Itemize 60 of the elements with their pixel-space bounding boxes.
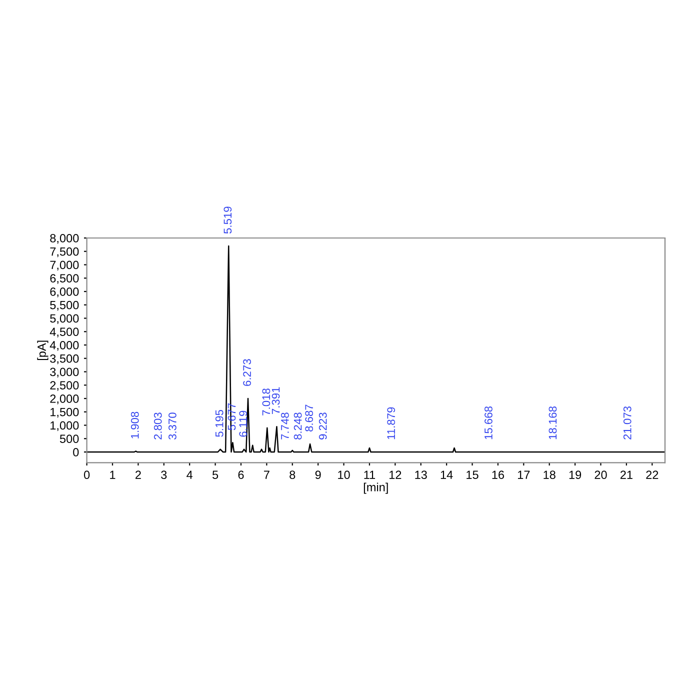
annotation: 11.879 (387, 407, 396, 440)
annotation: 7.391 (272, 387, 280, 414)
annotation: 5.195 (215, 410, 224, 437)
y-tick-label: 0 (73, 448, 79, 456)
y-tick-label: 6,500 (50, 274, 79, 284)
x-tick-label: 3 (161, 470, 167, 480)
y-tick-label: 3,000 (50, 368, 79, 378)
y-tick-label: 3,500 (50, 354, 79, 364)
y-tick-label: 7,000 (50, 260, 79, 271)
x-tick-label: 9 (315, 470, 321, 480)
y-tick-label: 4,000 (50, 341, 79, 351)
x-tick-label: 18 (544, 470, 556, 480)
x-tick-label: 22 (646, 470, 658, 479)
x-tick-label: 10 (338, 470, 350, 480)
x-tick-label: 1 (110, 470, 116, 479)
y-tick-label: 4,500 (50, 328, 79, 338)
x-axis-title: [min] (364, 482, 388, 494)
x-tick-label: 15 (466, 470, 478, 480)
annotation: 18.168 (548, 406, 557, 440)
annotation: 8.248 (294, 412, 302, 440)
annotation: 5.677 (228, 403, 236, 430)
y-tick-label: 7,500 (50, 247, 79, 258)
x-tick-label: 17 (518, 470, 530, 479)
x-tick-label: 4 (186, 470, 193, 479)
annotation: 5.519 (224, 206, 232, 234)
x-tick-label: 13 (415, 470, 427, 480)
x-tick-label: 5 (212, 470, 218, 480)
x-tick-label: 16 (492, 470, 504, 480)
annotation: 8.687 (305, 404, 314, 432)
x-tick-label: 8 (290, 470, 296, 480)
x-tick-label: 2 (136, 470, 141, 479)
y-tick-label: 2,500 (50, 381, 79, 391)
y-tick-label: 1,500 (50, 408, 79, 418)
x-tick-label: 14 (440, 470, 453, 479)
annotation: 6.273 (243, 359, 251, 386)
annotation: 15.668 (484, 406, 492, 440)
annotation: 7.018 (262, 388, 270, 416)
annotation: 6.119 (239, 410, 248, 437)
y-axis-title: [pA] (37, 340, 48, 360)
y-tick-label: 2,000 (50, 394, 79, 404)
x-tick-label: 19 (569, 470, 582, 480)
y-tick-label: 500 (60, 434, 79, 444)
x-tick-label: 7 (264, 470, 270, 479)
annotation: 1.908 (130, 412, 139, 438)
annotation: 9.223 (318, 412, 327, 440)
y-tick-label: 1,000 (50, 421, 79, 432)
x-tick-label: 20 (594, 470, 607, 480)
x-tick-label: 11 (364, 470, 376, 479)
x-tick-label: 12 (390, 470, 402, 479)
y-tick-label: 6,000 (50, 288, 79, 298)
annotation: 2.803 (154, 412, 162, 440)
x-tick-label: 21 (620, 470, 632, 479)
y-tick-label: 8,000 (50, 234, 79, 244)
x-tick-label: 6 (238, 470, 244, 480)
annotation: 7.748 (281, 412, 289, 440)
y-tick-label: 5,500 (50, 300, 79, 311)
x-tick-label: 0 (84, 470, 90, 480)
annotation: 3.370 (168, 412, 176, 440)
y-tick-label: 5,000 (50, 314, 79, 324)
annotation: 21.073 (623, 406, 632, 440)
